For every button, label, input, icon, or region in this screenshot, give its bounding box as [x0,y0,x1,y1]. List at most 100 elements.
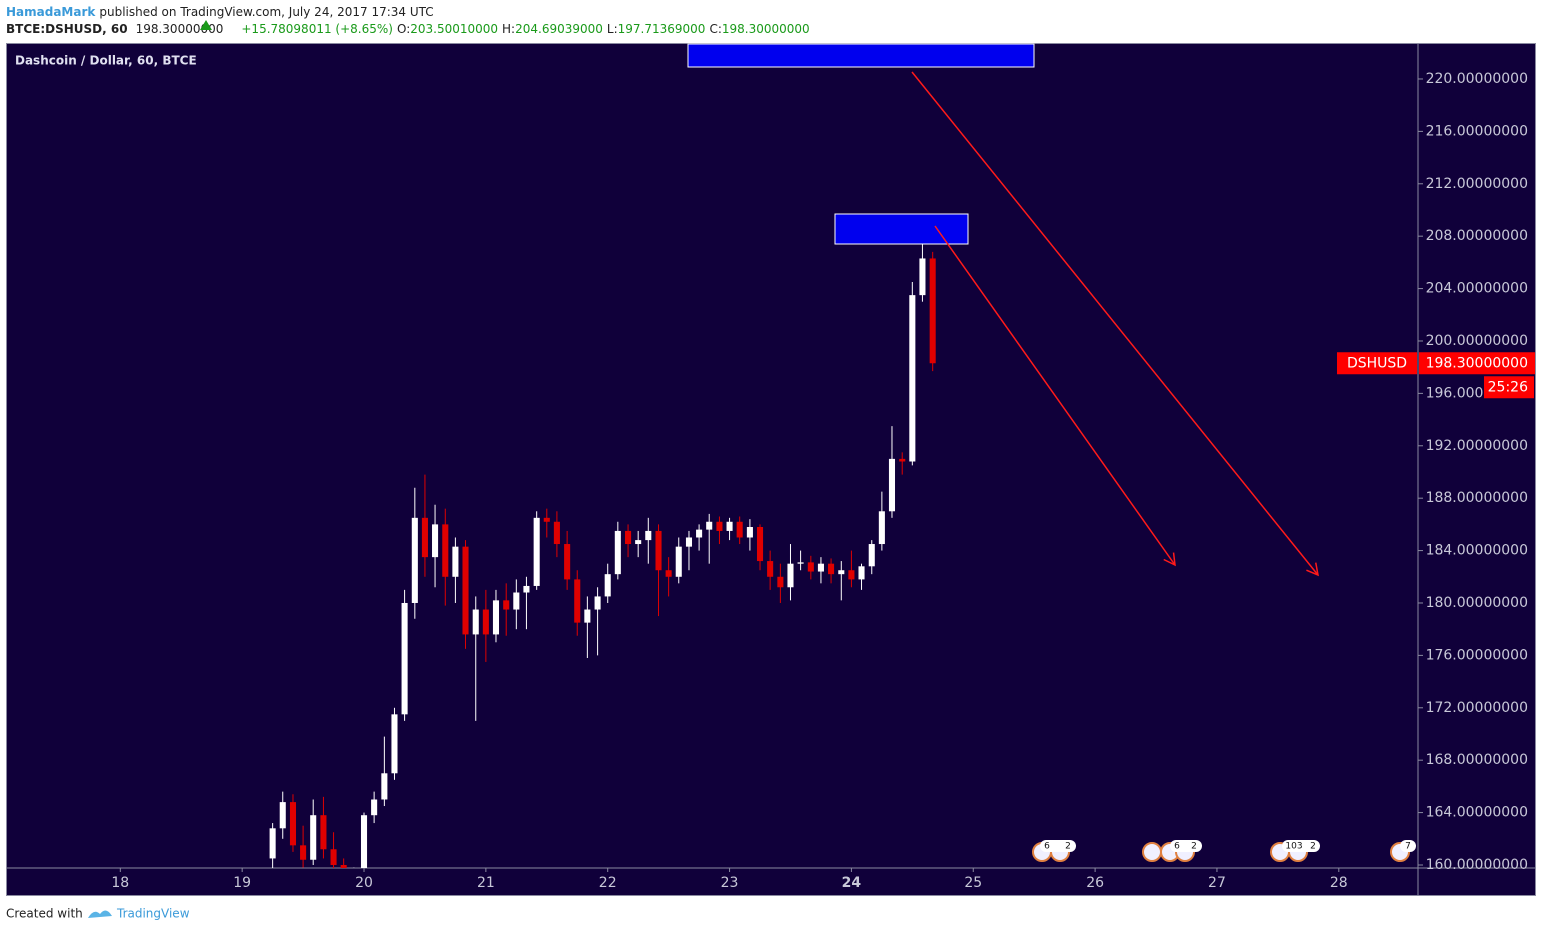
candle-body [371,799,378,816]
candle-body [411,517,418,603]
logo [88,910,112,918]
candle-body [817,563,824,572]
y-tick-label: 216.00000000 [1426,123,1528,139]
candle-body [421,517,428,558]
chart-panel [6,43,1536,896]
y-tick-label: 204.00000000 [1426,281,1528,297]
event-badge [1400,840,1416,852]
candle-body [848,570,855,580]
x-tick-label: 28 [1330,875,1348,891]
candle-body [878,511,885,545]
y-tick-label: 164.00000000 [1426,805,1528,821]
candle-body [736,521,743,538]
candle-body [767,561,774,577]
candle-body [726,521,733,531]
countdown-box [1484,376,1534,399]
candle-body [279,802,286,829]
symbol-label: DSHUSD [1347,355,1407,371]
y-tick-label: 160.00000000 [1426,857,1528,873]
y-tick-label: 200.00000000 [1426,333,1528,349]
published: published on TradingView.com, July 24, 2… [99,5,433,19]
price-marker: DSHUSD 198.30000000 25:26 [1337,352,1535,399]
candle-body [330,849,337,865]
x-tick-label: 22 [599,875,617,891]
candle-body [533,517,540,586]
candle-body [462,546,469,635]
candle-body [553,521,560,545]
zone-box [834,213,969,245]
candle-body [360,815,368,868]
candle-body [665,570,672,577]
axes: 160.00000000 164.00000000 168.00000000 172.… [111,71,1528,891]
candle-body [929,258,936,364]
candle-body [401,602,408,715]
event-count: 6 [1174,842,1180,852]
candle-body [503,600,510,610]
x-tick-label: 26 [1086,875,1104,891]
x-tick-label: 25 [964,875,982,891]
event-count: 2 [1065,842,1071,852]
candle-body [787,563,794,588]
x-tick-label: 24 [842,875,862,891]
candle-body [574,579,581,623]
x-tick-label: 23 [721,875,739,891]
x-tick-label: 27 [1208,875,1226,891]
candle-body [320,815,327,850]
x-tick-label: 18 [111,875,129,891]
candles [269,238,936,868]
candle-body [706,521,713,530]
arrow [934,225,1176,567]
candle-body [625,530,632,545]
candle-body [797,562,804,564]
y-tick-label: 180.00000000 [1426,595,1528,611]
candle-body [452,546,459,577]
event-count: 2 [1310,842,1316,852]
candle-body [584,609,591,623]
header-line: HamadaMark published on TradingView.com, … [6,5,434,19]
candle-body [594,596,601,610]
x-tick-label: 21 [477,875,495,891]
candle-body [675,546,682,577]
ohlc-value: 197.71369000 [618,22,706,36]
x-tick-label: 19 [233,875,251,891]
y-tick-label: 212.00000000 [1426,176,1528,192]
candle-body [340,864,347,868]
ohlc-value: 204.69039000 [515,22,603,36]
event-markers: 6 2 6 2 103 2 7 [1032,840,1416,862]
event-count: 6 [1044,842,1050,852]
price-label: 198.30000000 [1426,355,1528,371]
quote-line: BTCE:DSHUSD, 60 198.30000000 +15.78098011 … [6,22,810,36]
up-triangle [200,20,212,30]
event-badge [1040,840,1076,852]
footer-brand: TradingView [116,907,190,921]
candle-body [838,570,845,575]
candle-body [523,585,530,593]
ohlc-label: L: [607,22,618,36]
candle-body [685,537,693,547]
candle-body [543,517,550,522]
candle-body [635,540,642,545]
candle-body [310,815,317,860]
candle-body [564,544,571,580]
ohlc-label: O: [397,22,410,36]
price: 198.30000000 [136,22,224,36]
candle-body [807,562,814,572]
candle-body [391,714,398,774]
symbol-box [1337,352,1417,375]
y-tick-label: 176.00000000 [1426,647,1528,663]
candle-body [442,524,449,577]
candle-body [604,574,611,597]
zone-box [687,43,1035,68]
candle-body [432,524,439,558]
event-count: 2 [1191,842,1197,852]
candle-body [696,529,703,538]
footer: Created with TradingView [6,907,190,921]
ohlc-label: C: [709,22,721,36]
candle-body [645,530,652,541]
y-tick-label: 192.00000000 [1426,438,1528,454]
candle-body [899,458,906,462]
ohlc: O:203.50010000 H:204.69039000 L:197.713690… [397,22,810,36]
candle-body [289,802,297,846]
candle-body [888,458,896,512]
candle-body [828,563,835,575]
